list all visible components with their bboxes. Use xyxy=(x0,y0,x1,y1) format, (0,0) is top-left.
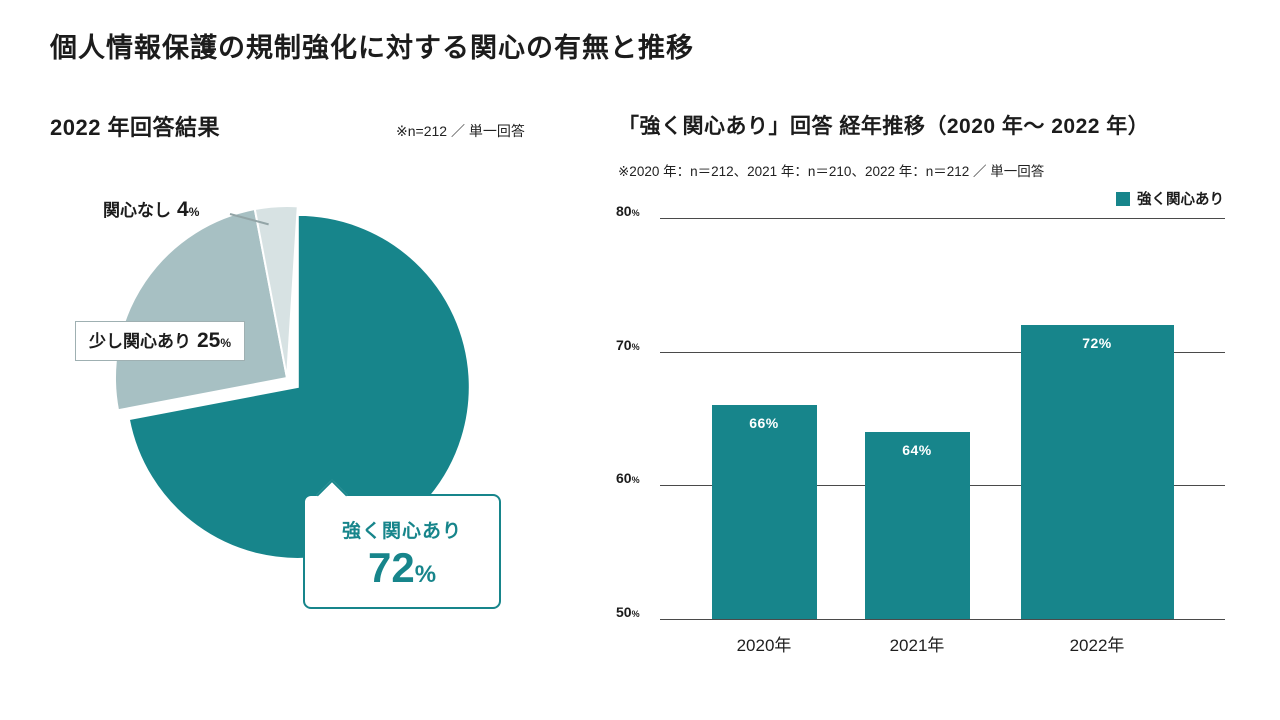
callout-value: 72% xyxy=(313,544,491,591)
bar-value-label: 66% xyxy=(749,415,779,432)
bar-value-label: 72% xyxy=(1082,334,1112,351)
gridline-70 xyxy=(660,351,1225,353)
strong-interest-callout: 強く関心あり 72% xyxy=(303,479,501,610)
page-title: 個人情報保護の規制強化に対する関心の有無と推移 xyxy=(50,33,694,63)
x-axis-label-2020年: 2020年 xyxy=(736,636,792,655)
x-axis-label-2022年: 2022年 xyxy=(1069,636,1125,655)
percent-sign: % xyxy=(220,336,232,350)
pie-label-none: 関心なし 4% xyxy=(103,196,199,222)
y-tick-label-80: 80% xyxy=(616,203,640,219)
percent-sign: % xyxy=(188,205,200,219)
gridline-80 xyxy=(660,218,1225,219)
x-axis-label-2021年: 2021年 xyxy=(889,636,945,655)
percent-sign: % xyxy=(414,561,437,588)
gridline-50 xyxy=(660,619,1225,620)
bar-chart: 66% 2020年 64% 2021年 72% 2022年 xyxy=(660,218,1225,655)
legend-swatch-icon xyxy=(1116,191,1130,206)
pie-label-none-text: 関心なし xyxy=(103,201,171,220)
pie-sample-note: ※n=212 ／ 単一回答 xyxy=(396,123,525,139)
legend: 強く関心あり xyxy=(1116,188,1224,209)
bar-section-heading: 「強く関心あり」回答 経年推移（2020 年～ 2022 年） xyxy=(618,115,1150,138)
pie-slice-2 xyxy=(253,205,299,379)
pie-label-slight-text: 少し関心あり xyxy=(89,332,191,351)
bar-2021年: 64% xyxy=(864,431,970,619)
pie-label-slight: 少し関心あり 25% xyxy=(75,321,246,361)
bar-sample-note: ※2020 年：n＝212、2021 年：n＝210、2022 年：n＝212 … xyxy=(618,164,1045,179)
pie-section-heading: 2022 年回答結果 xyxy=(50,115,221,140)
pie-label-slight-value: 25 xyxy=(197,329,221,352)
y-axis-labels: 80% 70% 60% 50% xyxy=(616,203,658,620)
legend-label: 強く関心あり xyxy=(1137,192,1224,208)
bar-2020年: 66% xyxy=(711,405,817,619)
bar-2022年: 72% xyxy=(1020,324,1174,619)
callout-label: 強く関心あり xyxy=(341,521,462,542)
pie-label-none-value: 4 xyxy=(177,198,189,221)
y-tick-label-70: 70% xyxy=(616,336,640,353)
callout-value-number: 72 xyxy=(367,544,415,591)
bar-value-label: 64% xyxy=(902,441,932,458)
y-tick-label-50: 50% xyxy=(616,604,640,620)
y-tick-label-60: 60% xyxy=(616,470,640,487)
